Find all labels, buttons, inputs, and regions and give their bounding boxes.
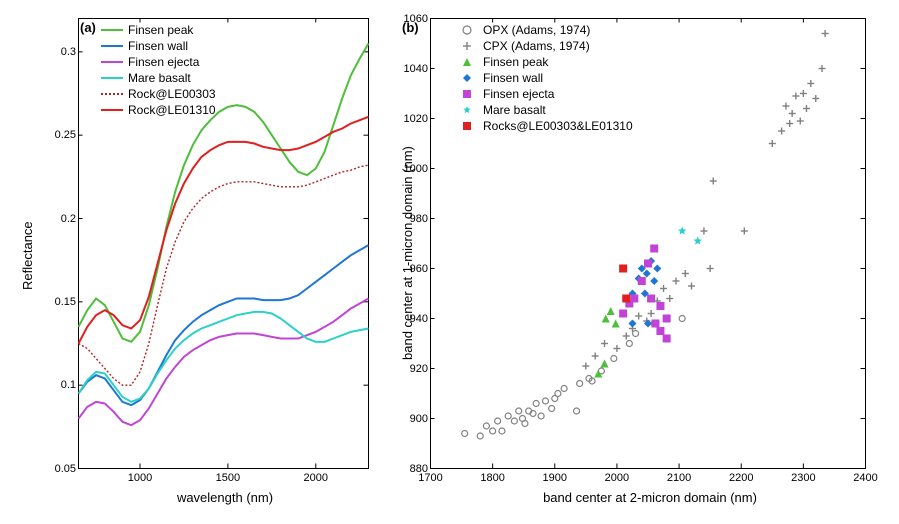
panel-b-legend: OPX (Adams, 1974)CPX (Adams, 1974)Finsen… [455, 22, 633, 134]
ytick-label: 880 [406, 463, 428, 475]
legend-label: Rock@LE01310 [128, 102, 216, 118]
xtick-label: 1000 [128, 472, 152, 484]
legend-label: Finsen wall [483, 70, 543, 86]
panel-b-ylabel: band center at 1-micron domain (nm) [400, 146, 415, 360]
legend-entry: Finsen peak [100, 22, 216, 38]
ytick-label: 0.15 [48, 296, 76, 308]
series-finsen-ejecta [79, 299, 369, 426]
legend-swatch [100, 39, 124, 53]
legend-entry: Rocks@LE00303&LE01310 [455, 118, 633, 134]
legend-label: Finsen wall [128, 38, 188, 54]
legend-label: OPX (Adams, 1974) [483, 22, 590, 38]
xtick-label: 1500 [216, 472, 240, 484]
legend-label: Finsen ejecta [128, 54, 199, 70]
ytick-label: 1040 [400, 63, 428, 75]
legend-label: Finsen peak [128, 22, 193, 38]
legend-swatch [455, 55, 479, 69]
legend-label: Finsen peak [483, 54, 548, 70]
legend-entry: Finsen wall [100, 38, 216, 54]
legend-entry: Finsen ejecta [100, 54, 216, 70]
legend-swatch [100, 23, 124, 37]
legend-swatch [455, 23, 479, 37]
legend-swatch [100, 55, 124, 69]
legend-swatch [455, 103, 479, 117]
legend-entry: Mare basalt [455, 102, 633, 118]
legend-label: Finsen ejecta [483, 86, 554, 102]
ytick-label: 980 [406, 213, 428, 225]
legend-entry: Mare basalt [100, 70, 216, 86]
panel-b-xlabel: band center at 2-micron domain (nm) [530, 490, 770, 505]
legend-label: Rock@LE00303 [128, 86, 216, 102]
ytick-label: 1020 [400, 113, 428, 125]
ytick-label: 960 [406, 263, 428, 275]
ytick-label: 900 [406, 413, 428, 425]
ytick-label: 0.2 [54, 213, 76, 225]
xtick-label: 2000 [605, 472, 629, 484]
legend-label: CPX (Adams, 1974) [483, 38, 590, 54]
xtick-label: 2300 [791, 472, 815, 484]
ytick-label: 0.25 [48, 129, 76, 141]
legend-label: Mare basalt [483, 102, 546, 118]
legend-entry: OPX (Adams, 1974) [455, 22, 633, 38]
panel-a-ylabel: Reflectance [20, 221, 35, 290]
legend-label: Mare basalt [128, 70, 191, 86]
ytick-label: 940 [406, 313, 428, 325]
panel-a-xlabel: wavelength (nm) [155, 490, 295, 505]
xtick-label: 2200 [729, 472, 753, 484]
legend-swatch [455, 71, 479, 85]
xtick-label: 1800 [480, 472, 504, 484]
ytick-label: 1000 [400, 163, 428, 175]
xtick-label: 2400 [853, 472, 877, 484]
ytick-label: 920 [406, 363, 428, 375]
ytick-label: 1060 [400, 13, 428, 25]
xtick-label: 1900 [543, 472, 567, 484]
legend-entry: Finsen wall [455, 70, 633, 86]
xtick-label: 2100 [667, 472, 691, 484]
legend-swatch [455, 119, 479, 133]
legend-entry: Finsen ejecta [455, 86, 633, 102]
ytick-label: 0.05 [48, 463, 76, 475]
panel-a-legend: Finsen peakFinsen wallFinsen ejectaMare … [100, 22, 216, 118]
figure-root: (a) Reflectance wavelength (nm) 10001500… [0, 0, 899, 524]
ytick-label: 0.3 [54, 46, 76, 58]
legend-swatch [455, 39, 479, 53]
xtick-label: 2000 [304, 472, 328, 484]
legend-entry: CPX (Adams, 1974) [455, 38, 633, 54]
legend-entry: Rock@LE00303 [100, 86, 216, 102]
legend-swatch [100, 103, 124, 117]
legend-swatch [100, 71, 124, 85]
legend-entry: Rock@LE01310 [100, 102, 216, 118]
ytick-label: 0.1 [54, 379, 76, 391]
legend-swatch [100, 87, 124, 101]
legend-swatch [455, 87, 479, 101]
legend-label: Rocks@LE00303&LE01310 [483, 118, 633, 134]
legend-entry: Finsen peak [455, 54, 633, 70]
